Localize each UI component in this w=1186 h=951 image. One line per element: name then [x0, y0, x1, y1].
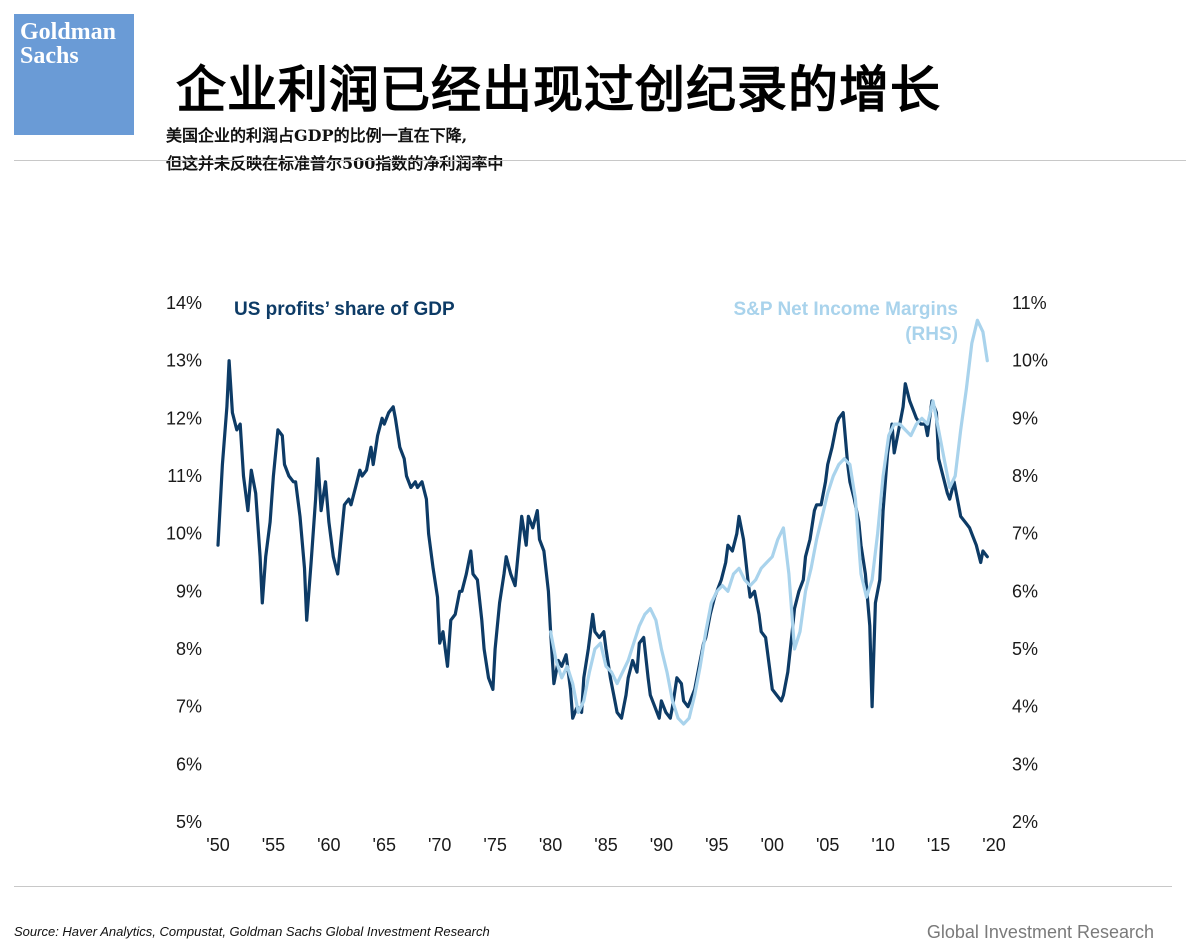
x-tick-label: '55 [262, 835, 285, 855]
y-right-tick-label: 4% [1012, 697, 1038, 717]
x-tick-label: '65 [373, 835, 396, 855]
y-left-tick-label: 12% [166, 408, 202, 428]
series-label: (RHS) [905, 324, 958, 345]
header-divider [14, 160, 1186, 161]
x-tick-label: '70 [428, 835, 451, 855]
y-left-tick-label: 8% [176, 639, 202, 659]
goldman-sachs-logo: Goldman Sachs [14, 14, 134, 135]
x-tick-label: '00 [761, 835, 784, 855]
x-tick-label: '20 [982, 835, 1005, 855]
y-left-tick-label: 7% [176, 697, 202, 717]
x-tick-label: '85 [594, 835, 617, 855]
series-label: S&P Net Income Margins [733, 299, 958, 320]
logo-line-2: Sachs [20, 43, 79, 69]
y-right-tick-label: 8% [1012, 466, 1038, 486]
page-title: 企业利润已经出现过创纪录的增长 [176, 61, 941, 119]
y-left-tick-label: 10% [166, 524, 202, 544]
x-tick-label: '90 [650, 835, 673, 855]
x-tick-label: '95 [705, 835, 728, 855]
y-left-tick-label: 5% [176, 812, 202, 832]
x-tick-label: '60 [317, 835, 340, 855]
x-tick-label: '75 [483, 835, 506, 855]
y-left-tick-label: 11% [167, 466, 202, 486]
x-tick-label: '10 [871, 835, 894, 855]
y-right-tick-label: 6% [1012, 581, 1038, 601]
logo-line-1: Goldman [20, 19, 117, 45]
series-line-sp-net-income-margins [549, 318, 989, 726]
source-note: Source: Haver Analytics, Compustat, Gold… [14, 924, 490, 939]
y-right-tick-label: 5% [1012, 639, 1038, 659]
y-left-tick-label: 6% [176, 754, 202, 774]
y-right-tick-label: 3% [1012, 754, 1038, 774]
y-right-tick-label: 9% [1012, 408, 1038, 428]
footer-divider [14, 886, 1172, 887]
x-tick-label: '15 [927, 835, 950, 855]
series-label: US profits’ share of GDP [234, 299, 455, 320]
y-right-tick-label: 11% [1012, 293, 1047, 313]
x-tick-label: '80 [539, 835, 562, 855]
y-right-tick-label: 2% [1012, 812, 1038, 832]
brand-footer: Global Investment Research [926, 922, 1154, 942]
subtitle-line-1: 美国企业的利润占GDP的比例一直在下降, [166, 126, 468, 145]
y-left-tick-label: 13% [166, 351, 202, 371]
y-right-tick-label: 10% [1012, 351, 1048, 371]
x-tick-label: '05 [816, 835, 839, 855]
series-line-us-profits-share [216, 359, 989, 720]
subtitle-line-2: 但这并未反映在标准普尔500指数的净利润率中 [166, 154, 504, 173]
y-right-tick-label: 7% [1012, 524, 1038, 544]
x-tick-label: '50 [206, 835, 229, 855]
y-left-tick-label: 9% [176, 581, 202, 601]
y-left-tick-label: 14% [166, 293, 202, 313]
